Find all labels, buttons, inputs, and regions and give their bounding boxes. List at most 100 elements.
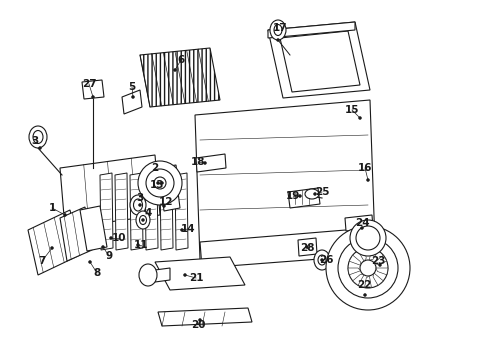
Text: 3: 3: [31, 136, 39, 146]
Text: 14: 14: [181, 224, 196, 234]
Ellipse shape: [305, 189, 319, 199]
Circle shape: [131, 95, 134, 99]
Circle shape: [360, 260, 376, 276]
Text: 10: 10: [112, 233, 126, 243]
Polygon shape: [155, 257, 245, 290]
Ellipse shape: [270, 20, 286, 40]
Text: 22: 22: [357, 280, 371, 290]
Polygon shape: [268, 22, 370, 98]
Circle shape: [298, 194, 301, 198]
Polygon shape: [158, 308, 252, 326]
Circle shape: [39, 147, 42, 149]
Polygon shape: [288, 188, 320, 208]
Text: 1: 1: [49, 203, 56, 213]
Text: 16: 16: [358, 163, 372, 173]
Polygon shape: [196, 154, 226, 172]
Text: 26: 26: [319, 255, 333, 265]
Circle shape: [305, 246, 309, 248]
Text: 3: 3: [136, 193, 144, 203]
Text: 6: 6: [177, 55, 185, 65]
Circle shape: [161, 181, 164, 184]
Text: 27: 27: [82, 79, 97, 89]
Circle shape: [180, 229, 183, 231]
Circle shape: [92, 95, 95, 99]
Circle shape: [364, 293, 367, 297]
Polygon shape: [369, 248, 378, 260]
Text: 11: 11: [134, 240, 148, 250]
Circle shape: [183, 274, 187, 276]
Polygon shape: [100, 173, 113, 250]
Ellipse shape: [139, 264, 157, 286]
Circle shape: [137, 243, 140, 247]
Circle shape: [154, 177, 166, 189]
Text: 18: 18: [191, 157, 205, 167]
Polygon shape: [140, 48, 220, 107]
Polygon shape: [122, 90, 142, 114]
Polygon shape: [80, 206, 107, 251]
Polygon shape: [345, 215, 373, 231]
Text: 15: 15: [345, 105, 359, 115]
Polygon shape: [195, 100, 375, 260]
Text: 19: 19: [286, 191, 300, 201]
Circle shape: [64, 213, 67, 216]
Circle shape: [163, 204, 166, 207]
Ellipse shape: [133, 199, 143, 211]
Polygon shape: [130, 173, 143, 250]
Polygon shape: [60, 207, 92, 261]
Polygon shape: [348, 268, 361, 275]
Polygon shape: [353, 274, 364, 285]
Text: 8: 8: [94, 268, 100, 278]
Circle shape: [338, 238, 398, 298]
Circle shape: [109, 237, 113, 239]
Polygon shape: [155, 268, 170, 282]
Text: 4: 4: [145, 208, 152, 218]
Circle shape: [203, 162, 206, 165]
Text: 24: 24: [355, 218, 369, 228]
Polygon shape: [298, 238, 317, 256]
Polygon shape: [162, 192, 180, 211]
Circle shape: [348, 248, 388, 288]
Circle shape: [50, 247, 53, 249]
Ellipse shape: [29, 126, 47, 148]
Circle shape: [156, 181, 160, 184]
Circle shape: [320, 258, 323, 261]
Polygon shape: [175, 173, 188, 250]
Circle shape: [101, 246, 104, 248]
Circle shape: [173, 68, 176, 72]
Polygon shape: [115, 173, 128, 250]
Polygon shape: [160, 173, 173, 250]
Circle shape: [146, 169, 174, 197]
Circle shape: [138, 161, 182, 205]
Polygon shape: [268, 22, 355, 38]
Text: 5: 5: [128, 82, 136, 92]
Text: 2: 2: [151, 163, 159, 173]
Circle shape: [142, 219, 145, 221]
Text: 20: 20: [191, 320, 205, 330]
Circle shape: [359, 117, 362, 120]
Polygon shape: [376, 268, 388, 275]
Ellipse shape: [140, 216, 147, 225]
Polygon shape: [358, 248, 366, 261]
Text: 9: 9: [105, 251, 113, 261]
Polygon shape: [158, 165, 178, 186]
Polygon shape: [82, 80, 104, 99]
Text: 25: 25: [315, 187, 329, 197]
Text: 17: 17: [273, 23, 287, 33]
Text: 12: 12: [159, 197, 173, 207]
Polygon shape: [374, 255, 387, 265]
Ellipse shape: [314, 250, 330, 270]
Circle shape: [139, 203, 142, 207]
Polygon shape: [349, 255, 361, 265]
Circle shape: [361, 226, 364, 230]
Circle shape: [198, 319, 201, 321]
Text: 21: 21: [189, 273, 203, 283]
Ellipse shape: [136, 211, 150, 229]
Circle shape: [378, 264, 382, 266]
Ellipse shape: [33, 130, 43, 144]
Polygon shape: [365, 276, 371, 288]
Polygon shape: [200, 228, 372, 268]
Circle shape: [350, 220, 386, 256]
Circle shape: [314, 193, 317, 195]
Ellipse shape: [274, 24, 282, 36]
Ellipse shape: [318, 255, 326, 265]
